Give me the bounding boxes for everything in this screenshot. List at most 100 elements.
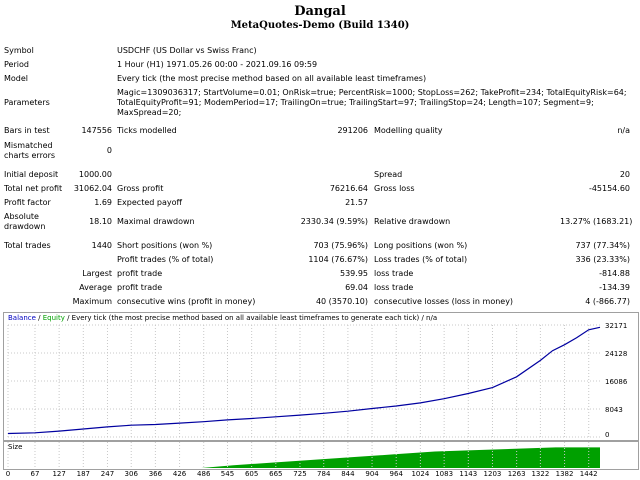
absdd-label-1: Absolute [4,212,39,221]
x-tick-label: 0 [5,470,11,478]
x-tick-label: 1083 [435,470,454,478]
trades-value: 1440 [91,241,112,250]
size-area [8,447,600,468]
largest-loss-value: -814.88 [599,269,630,278]
absdd-label-2: drawdown [4,222,46,231]
balance-chart-plot: 32171 24128 16086 8043 0 [7,322,628,439]
legend-balance: Balance [8,314,36,322]
average-loss-value: -134.39 [599,283,630,292]
legend-rest: / Every tick (the most precise method ba… [64,314,438,322]
profit-trades-label: Profit trades (% of total) [117,255,214,264]
quality-value: n/a [617,126,630,135]
model-value: Every tick (the most precise method base… [117,74,427,83]
quality-label: Modelling quality [374,126,443,135]
profitfactor-value: 1.69 [94,198,112,207]
chart-legend: Balance / Equity / Every tick (the most … [8,314,437,322]
x-tick-label: 247 [100,470,115,478]
absdd-value: 18.10 [89,217,112,226]
y-tick-label: 8043 [605,406,623,414]
x-tick-label: 665 [269,470,283,478]
trades-label: Total trades [4,241,51,250]
short-value: 703 (75.96%) [313,241,368,250]
bars-value: 147556 [81,126,112,135]
x-tick-label: 306 [124,470,138,478]
max-wins-value: 40 (3570.10) [315,297,368,306]
x-tick-label: 1203 [483,470,502,478]
x-tick-label: 1442 [579,470,598,478]
parameters-line-1: Magic=1309036317; StartVolume=0.01; OnRi… [117,88,627,97]
legend-sep: / [35,314,43,322]
reldd-label: Relative drawdown [374,217,451,226]
netprofit-label: Total net profit [4,184,63,193]
spread-value: 20 [619,170,630,179]
size-label: Size [8,443,23,451]
ticks-label: Ticks modelled [117,126,177,135]
x-tick-label: 426 [172,470,187,478]
payoff-value: 21.57 [345,198,368,207]
x-tick-label: 725 [293,470,307,478]
x-tick-label: 1382 [555,470,574,478]
x-tick-label: 605 [244,470,259,478]
x-tick-label: 1263 [507,470,526,478]
long-value: 737 (77.34%) [575,241,630,250]
average-profit-label: profit trade [117,283,163,292]
largest-profit-label: profit trade [117,269,163,278]
maxdd-label: Maximal drawdown [117,217,195,226]
loss-trades-label: Loss trades (% of total) [374,255,468,264]
spread-label: Spread [374,170,403,179]
model-label: Model [4,74,29,83]
deposit-label: Initial deposit [4,170,59,179]
x-tick-label: 1143 [459,470,478,478]
largest-label: Largest [82,269,112,278]
size-chart: Size [3,441,639,470]
y-tick-label: 24128 [605,350,627,358]
size-chart-plot [7,442,600,469]
loss-trades-value: 336 (23.33%) [575,255,630,264]
y-tick-label: 0 [605,431,609,439]
long-label: Long positions (won %) [374,241,468,250]
mismatch-label-1: Mismatched [4,141,53,150]
balance-chart: Balance / Equity / Every tick (the most … [3,312,639,441]
short-label: Short positions (won %) [117,241,213,250]
x-tick-label: 545 [220,470,235,478]
parameters-line-3: MaxSpread=20; [117,108,182,117]
grossprofit-label: Gross profit [117,184,164,193]
average-loss-label: loss trade [374,283,414,292]
average-label: Average [79,283,112,292]
profit-trades-value: 1104 (76.67%) [308,255,368,264]
profitfactor-label: Profit factor [4,198,51,207]
x-tick-label: 366 [148,470,163,478]
largest-loss-label: loss trade [374,269,414,278]
parameters-line-2: TotalEquityProfit=91; ModemPeriod=17; Tr… [117,98,594,107]
x-tick-label: 67 [30,470,40,478]
legend-equity: Equity [42,314,65,322]
maxdd-value: 2330.34 (9.59%) [300,217,368,226]
y-tick-label: 16086 [605,378,628,386]
mismatch-label-2: charts errors [4,151,56,160]
payoff-label: Expected payoff [117,198,182,207]
grossloss-label: Gross loss [374,184,415,193]
series-line-balance [7,326,601,435]
maximum-label: Maximum [72,297,112,306]
x-tick-label: 964 [389,470,403,478]
symbol-value: USDCHF (US Dollar vs Swiss Franc) [117,46,257,55]
x-tick-label: 486 [197,470,211,478]
x-tick-label: 1024 [411,470,430,478]
ticks-value: 291206 [337,126,368,135]
reldd-value: 13.27% (1683.21) [560,217,633,226]
bars-label: Bars in test [4,126,50,135]
x-tick-label: 1322 [531,470,550,478]
x-tick-label: 187 [76,470,90,478]
y-tick-label: 32171 [605,322,627,330]
average-profit-value: 69.04 [345,283,368,292]
deposit-value: 1000.00 [78,170,112,179]
parameters-label: Parameters [4,98,50,107]
max-wins-label: consecutive wins (profit in money) [117,297,256,306]
max-losses-label: consecutive losses (loss in money) [374,297,514,306]
symbol-label: Symbol [4,46,34,55]
largest-profit-value: 539.95 [340,269,368,278]
grossprofit-value: 76216.64 [329,184,368,193]
mismatch-value: 0 [106,146,112,155]
max-losses-value: 4 (-866.77) [585,297,630,306]
period-label: Period [4,60,29,69]
